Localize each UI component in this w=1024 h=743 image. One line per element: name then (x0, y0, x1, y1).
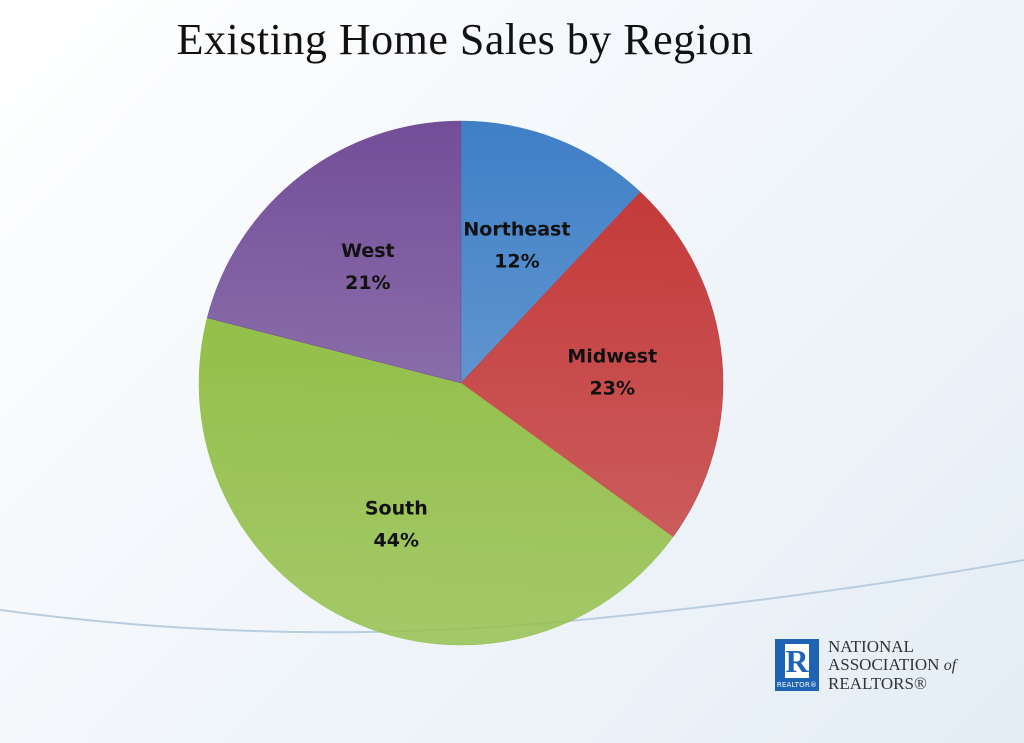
slice-value-northeast: 12% (494, 251, 539, 273)
realtor-r-icon: R (785, 643, 809, 679)
slice-value-south: 44% (374, 529, 419, 551)
slice-label-west: West (341, 240, 395, 262)
realtor-logo-mark: R REALTOR® (775, 639, 819, 691)
logo-line-3: REALTORS® (828, 674, 927, 693)
pie-slice-midwest (460, 191, 724, 538)
realtor-mark-caption: REALTOR® (776, 681, 818, 689)
pie-slice-south (198, 317, 674, 646)
logo-wordmark: NATIONAL ASSOCIATION of REALTORS® (828, 638, 956, 693)
slice-label-south: South (365, 497, 428, 519)
logo-line-1: NATIONAL (828, 637, 914, 656)
slice-value-midwest: 23% (590, 378, 635, 400)
pie-slice-northeast (460, 120, 641, 384)
slice-label-northeast: Northeast (463, 219, 570, 241)
pie-labels: Northeast 12% Midwest 23% South 44% West 21% (341, 219, 657, 552)
nar-logo: R REALTOR® NATIONAL ASSOCIATION of REALT… (770, 634, 1010, 704)
pie-slice-west (206, 120, 462, 384)
slice-label-midwest: Midwest (567, 346, 657, 368)
chart-title: Existing Home Sales by Region (176, 15, 754, 64)
slice-value-west: 21% (345, 272, 390, 294)
pie-slices (198, 120, 724, 646)
logo-line-2: ASSOCIATION of (828, 655, 957, 675)
